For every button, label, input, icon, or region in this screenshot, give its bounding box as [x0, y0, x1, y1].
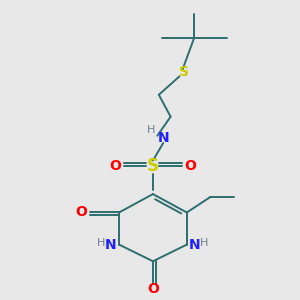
Text: O: O — [76, 206, 87, 220]
Text: N: N — [189, 238, 201, 252]
Text: O: O — [109, 159, 121, 173]
Text: N: N — [158, 131, 169, 145]
Text: H: H — [200, 238, 209, 248]
Text: N: N — [105, 238, 117, 252]
Text: O: O — [147, 282, 159, 296]
Text: S: S — [147, 157, 159, 175]
Text: O: O — [185, 159, 197, 173]
Text: S: S — [179, 65, 189, 79]
Text: H: H — [97, 238, 105, 248]
Text: H: H — [147, 125, 156, 135]
